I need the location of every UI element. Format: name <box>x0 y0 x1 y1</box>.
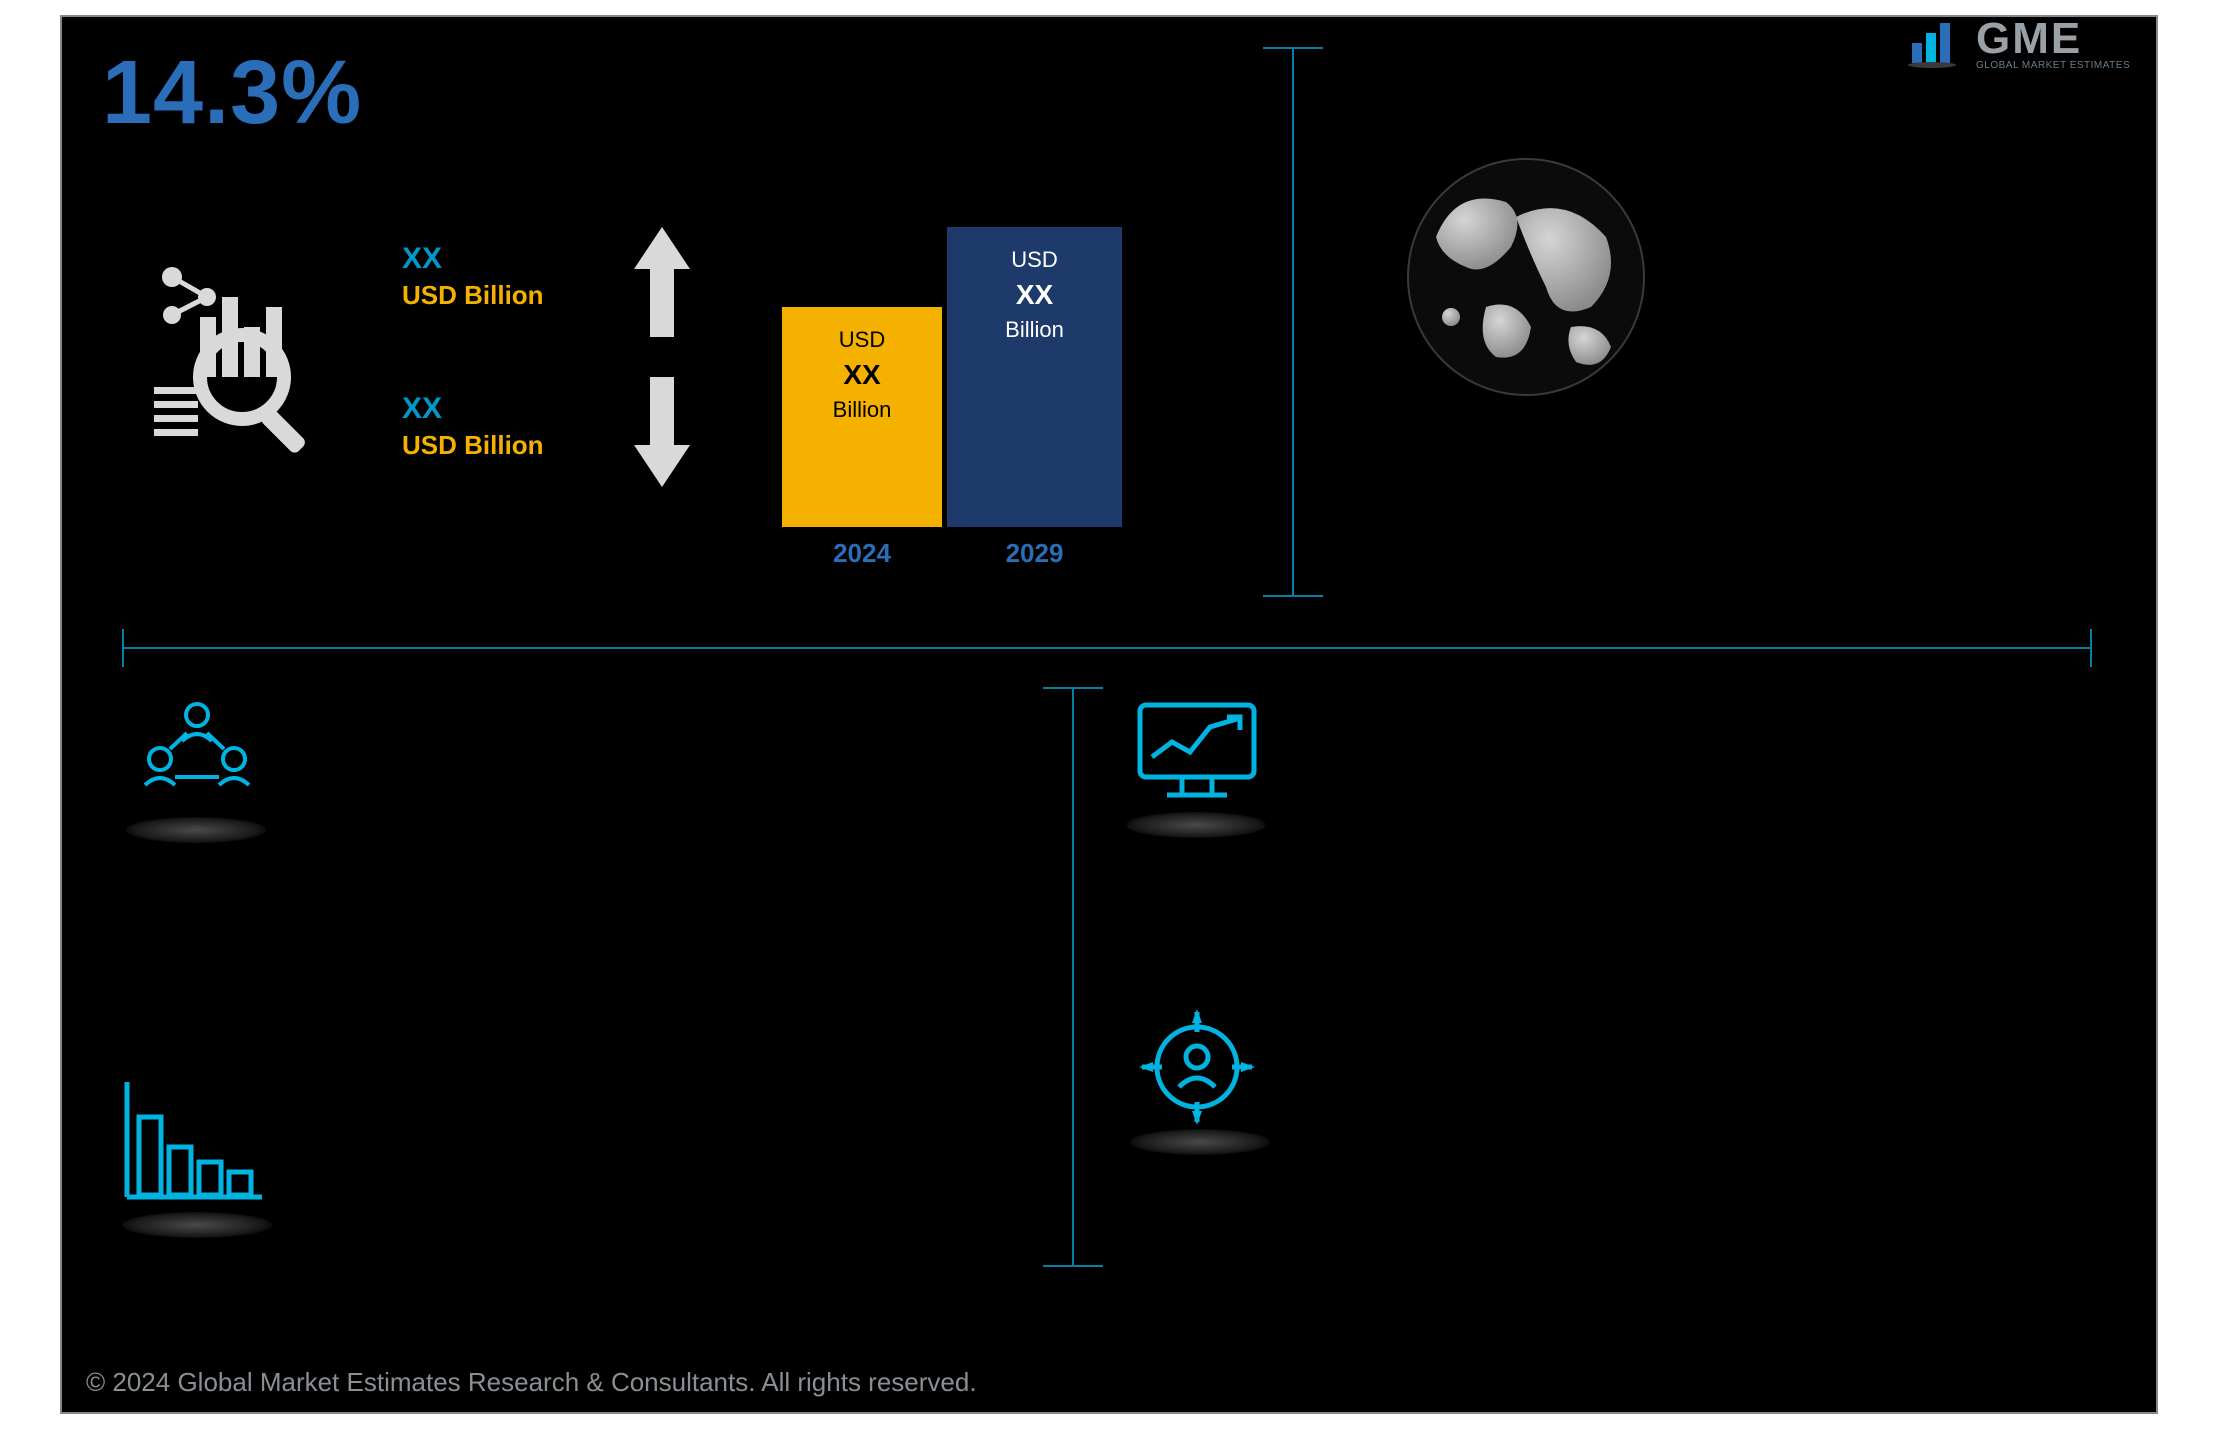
shadow-people-network <box>126 817 266 843</box>
gme-logo-subtitle: GLOBAL MARKET ESTIMATES <box>1976 60 2130 71</box>
target-person-icon <box>1137 1007 1267 1137</box>
people-network-icon <box>132 697 262 827</box>
bar-2024-year: 2024 <box>782 538 942 569</box>
gme-logo: GME GLOBAL MARKET ESTIMATES <box>1906 7 2166 77</box>
divider-vertical-bottom <box>1072 687 1074 1267</box>
market-size-bar-chart: USD XX Billion 2024 USD XX Billion 2029 <box>782 197 1142 577</box>
bar-2024-currency: USD <box>782 327 942 353</box>
globe-icon <box>1396 147 1656 407</box>
bar-2029-currency: USD <box>947 247 1122 273</box>
metric-down-unit: USD Billion <box>402 430 662 461</box>
metric-down: XX USD Billion <box>402 392 662 461</box>
divider-horizontal <box>122 647 2092 649</box>
bar-2029-unit: Billion <box>947 317 1122 343</box>
arrow-down-icon <box>632 377 692 492</box>
arrow-up-icon <box>632 227 692 342</box>
bar-2029-value: XX <box>947 279 1122 311</box>
bar-2024-value: XX <box>782 359 942 391</box>
gme-logo-text: GME <box>1976 14 2130 64</box>
metric-down-value: XX <box>402 392 662 426</box>
divider-vertical-top <box>1292 47 1294 597</box>
gme-logo-mark-icon <box>1906 15 1966 69</box>
shadow-target-person <box>1130 1129 1270 1155</box>
shadow-bar-chart <box>122 1212 272 1238</box>
cagr-headline: 14.3% <box>102 42 362 145</box>
metric-up: XX USD Billion <box>402 242 662 311</box>
bar-2024: USD XX Billion 2024 <box>782 307 942 527</box>
bar-2024-unit: Billion <box>782 397 942 423</box>
analytics-magnifier-icon <box>142 257 322 457</box>
bar-2029: USD XX Billion 2029 <box>947 227 1122 527</box>
monitor-trend-icon <box>1132 697 1262 827</box>
infographic-frame: 14.3% GME GLOBAL MARKET ESTIMATES <box>60 15 2158 1414</box>
bar-2029-year: 2029 <box>947 538 1122 569</box>
metric-up-unit: USD Billion <box>402 280 662 311</box>
shadow-monitor-trend <box>1126 812 1266 838</box>
metric-up-value: XX <box>402 242 662 276</box>
copyright-text: © 2024 Global Market Estimates Research … <box>86 1367 977 1398</box>
bar-chart-icon <box>117 1077 267 1207</box>
